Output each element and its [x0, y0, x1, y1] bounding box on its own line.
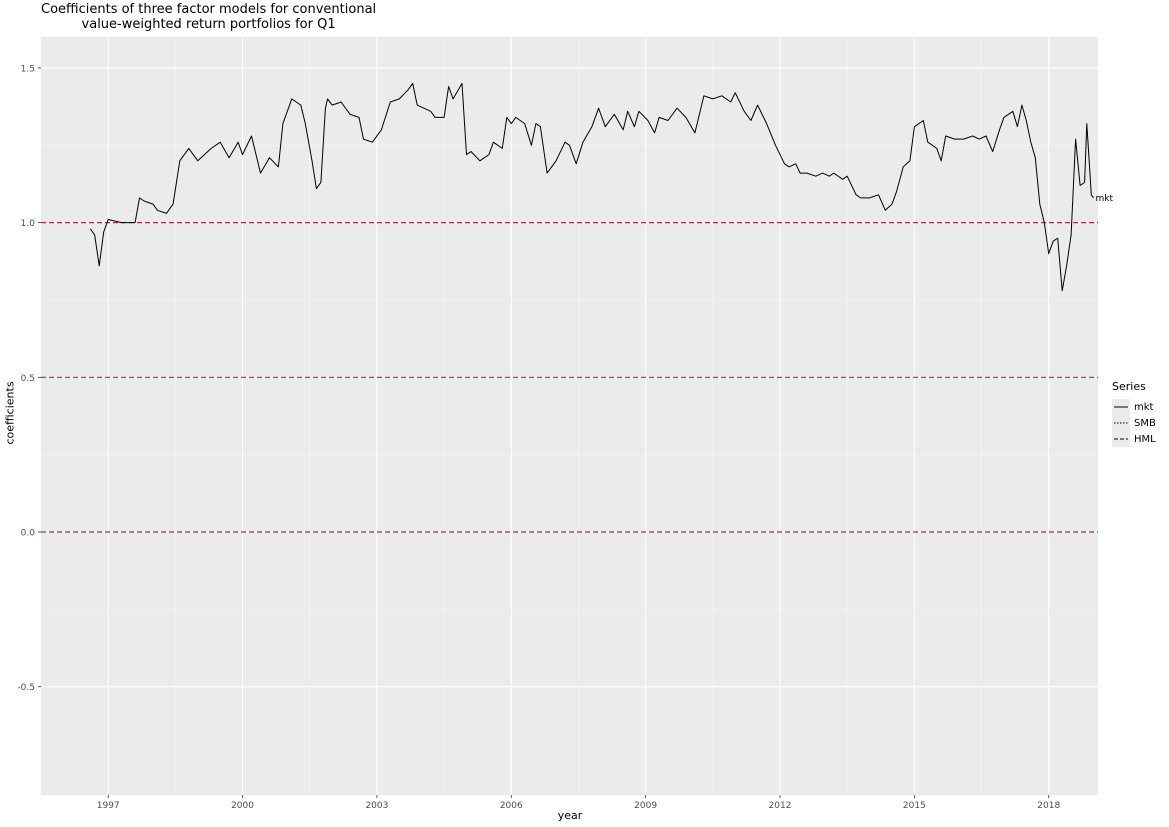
legend-title: Series	[1112, 380, 1146, 393]
legend-label-smb: SMB	[1134, 417, 1156, 429]
y-tick-label: 0.0	[21, 529, 36, 539]
legend-label-hml: HML	[1134, 433, 1156, 445]
series-end-label-mkt: mkt	[1096, 194, 1114, 204]
chart-title-line-1: Coefficients of three factor models for …	[41, 2, 377, 17]
x-tick-label: 2009	[634, 801, 657, 811]
plot-panel	[41, 37, 1098, 795]
legend-key-smb	[1112, 415, 1130, 431]
legend-key-mkt	[1112, 399, 1130, 415]
x-tick-label: 2006	[500, 801, 523, 811]
legend-item-mkt: mkt	[1112, 399, 1156, 415]
y-tick-label: 1.0	[21, 219, 36, 229]
x-tick-label: 2015	[903, 801, 926, 811]
legend: Series mkt SMB HML	[1112, 380, 1156, 447]
x-tick-label: 2012	[769, 801, 792, 811]
x-tick-label: 2000	[231, 801, 254, 811]
chart-title-line-2: value-weighted return portfolios for Q1	[81, 17, 336, 32]
x-tick-label: 2018	[1037, 801, 1060, 811]
y-tick-label: 0.5	[21, 374, 35, 384]
legend-label-mkt: mkt	[1134, 401, 1154, 413]
y-axis-label: coefficients	[3, 381, 17, 445]
x-tick-label: 2003	[365, 801, 388, 811]
chart-title: Coefficients of three factor models for …	[41, 2, 376, 32]
x-axis-label: year	[557, 809, 583, 822]
y-tick-label: 1.5	[21, 64, 35, 74]
series-line-mkt	[89, 82, 1094, 292]
legend-item-smb: SMB	[1112, 415, 1156, 431]
legend-item-hml: HML	[1112, 431, 1156, 447]
legend-key-hml	[1112, 431, 1130, 447]
y-tick-label: -0.5	[17, 683, 35, 693]
x-tick-label: 1997	[97, 801, 120, 811]
